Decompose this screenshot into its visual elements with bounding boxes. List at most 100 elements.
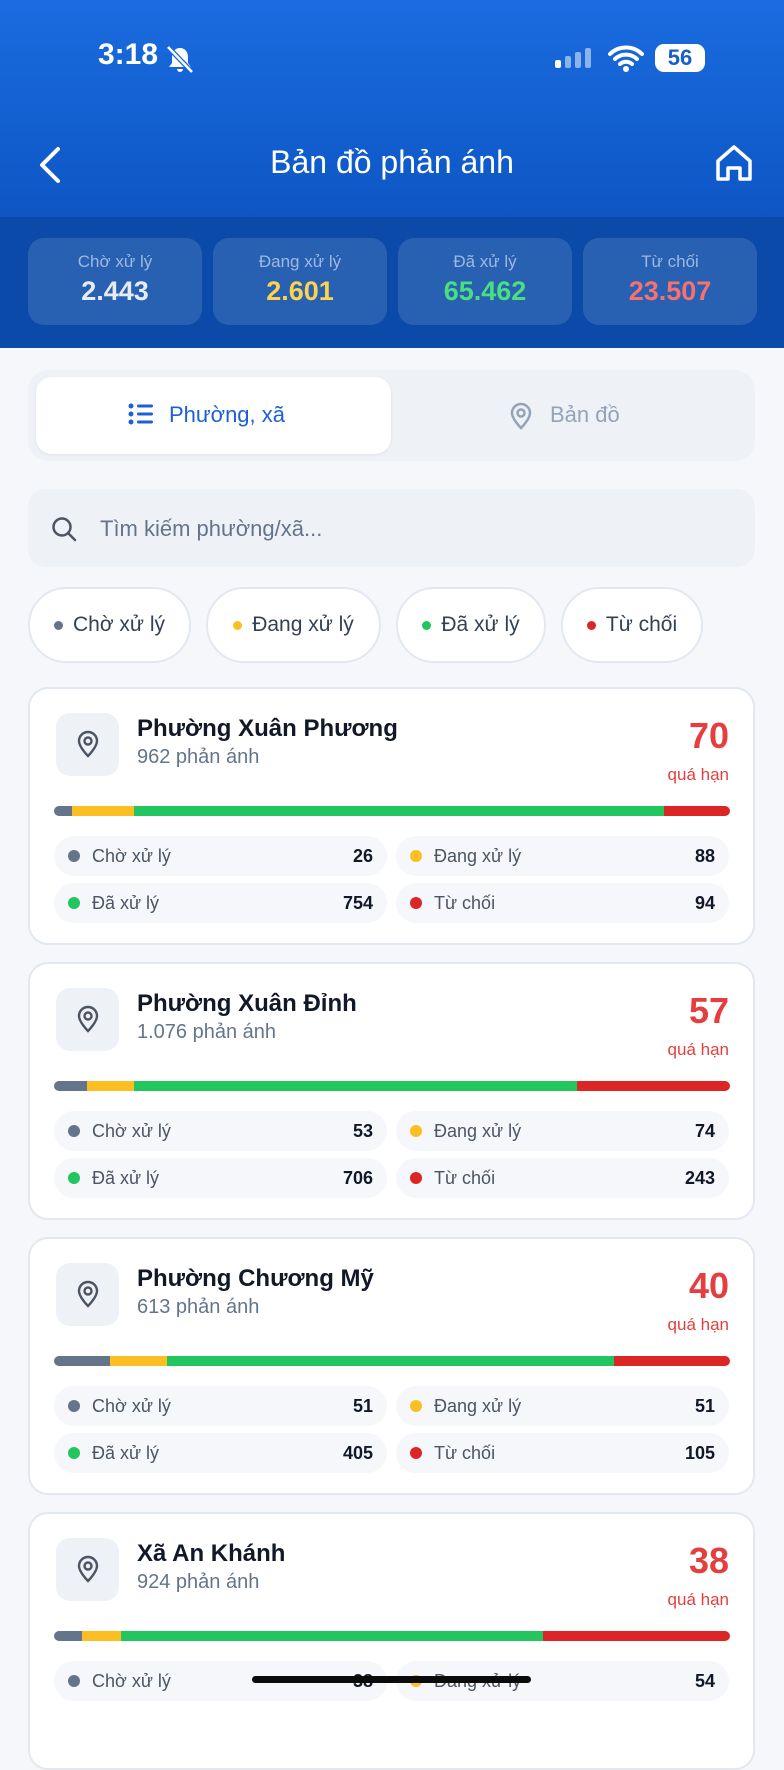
status-dot [68,1172,80,1184]
status-pill: Từ chối 243 [396,1158,729,1198]
status-count: 105 [684,1443,715,1463]
pin-icon [56,1538,119,1601]
filter-chip[interactable]: Đang xử lý [206,587,381,663]
status-count: 88 [694,846,715,866]
status-label: Chờ xử lý [92,1396,171,1416]
search-box[interactable] [28,489,755,567]
chip-label: Chờ xử lý [72,613,165,636]
stat-value: 2.443 [81,276,149,306]
status-count: 94 [694,893,715,913]
status-bar [54,1631,730,1641]
filter-chip[interactable]: Đã xử lý [396,587,546,663]
status-count: 26 [352,846,373,866]
bar-segment [134,806,664,816]
status-dot [68,897,80,909]
status-count: 51 [352,1396,373,1416]
ward-name: Xã An Khánh [137,1540,286,1567]
stat-value: 65.462 [443,276,527,306]
ward-card[interactable]: Phường Chương Mỹ 613 phản ánh 40 quá hạn Chờ… [28,1237,755,1495]
status-label: Từ chối [434,893,496,913]
stat-card: Từ chối 23.507 [583,238,757,325]
bar-segment [166,1356,614,1366]
stat-label: Chờ xử lý [77,252,153,271]
pin-icon [56,1263,119,1326]
bar-segment [87,1081,134,1091]
status-bar [54,1081,730,1091]
status-dot [410,1400,422,1412]
stat-card: Đang xử lý 2.601 [213,238,387,325]
overdue-count: 38 [688,1540,729,1581]
status-pill: Đang xử lý 74 [396,1111,729,1151]
ward-reports: 924 phản ánh [137,1571,260,1593]
status-pill: Đã xử lý 405 [54,1433,387,1473]
stat-label: Đang xử lý [258,252,342,271]
wifi-icon [608,45,644,72]
home-button[interactable] [714,143,754,183]
tab-active[interactable] [36,377,391,454]
status-dot [53,620,63,630]
overdue-count: 70 [688,715,729,756]
pin-icon [56,988,119,1051]
bar-segment [54,1356,111,1366]
status-label: Đã xử lý [92,893,160,913]
status-pill: Từ chối 105 [396,1433,729,1473]
page-title: Bản đồ phản ánh [270,144,514,180]
ward-card[interactable]: Phường Xuân Đỉnh 1.076 phản ánh 57 quá hạn C… [28,962,755,1220]
search-icon [52,517,77,542]
status-count: 243 [684,1168,715,1188]
status-time: 3:18 [98,38,159,71]
tab-label[interactable]: Phường, xã [169,402,285,427]
bar-segment [542,1631,730,1641]
overdue-label: quá hạn [667,1040,729,1059]
pin [77,1005,99,1033]
status-label: Chờ xử lý [92,1121,171,1141]
back-button[interactable] [36,145,64,185]
status-label: Đã xử lý [92,1443,160,1463]
status-pill: Chờ xử lý 51 [54,1386,387,1426]
tab-label[interactable]: Bản đồ [550,402,620,427]
chip-label: Đã xử lý [441,613,520,636]
status-dot [422,620,432,630]
status-bar [54,806,730,816]
status-dot [410,850,422,862]
status-pill: Đã xử lý 754 [54,883,387,923]
status-label: Đã xử lý [92,1168,160,1188]
status-count: 74 [694,1121,715,1141]
status-count: 51 [694,1396,715,1416]
stat-label: Đã xử lý [453,252,517,271]
bar-segment [72,806,135,816]
filter-chip[interactable]: Từ chối [561,587,703,663]
status-label: Từ chối [434,1168,496,1188]
status-label: Đang xử lý [434,1396,522,1416]
overdue-label: quá hạn [667,1590,729,1609]
status-count: 53 [352,1121,373,1141]
status-dot [410,1125,422,1137]
status-dot [68,1400,80,1412]
chip-label: Từ chối [605,613,678,636]
pin [77,1555,99,1583]
ward-name: Phường Chương Mỹ [137,1265,374,1292]
ward-reports: 1.076 phản ánh [137,1021,277,1043]
status-pill: Chờ xử lý 53 [54,1111,387,1151]
status-dot [410,897,422,909]
ward-card[interactable]: Phường Xuân Phương 962 phản ánh 70 quá hạn C… [28,687,755,945]
ward-card[interactable]: Xã An Khánh 924 phản ánh 38 quá hạn Chờ xử l… [28,1512,755,1770]
list-icon [128,403,153,425]
overdue-count: 40 [688,1265,729,1306]
mute-icon [166,45,194,74]
stat-label: Từ chối [641,252,699,271]
status-pill: Chờ xử lý 26 [54,836,387,876]
stat-value: 23.507 [628,276,712,306]
bar-segment [133,1081,578,1091]
bar-segment [121,1631,543,1641]
status-pill: Đang xử lý 88 [396,836,729,876]
ward-reports: 962 phản ánh [137,746,260,768]
chip-label: Đang xử lý [252,613,354,636]
bar-segment [577,1081,730,1091]
status-dot [68,1125,80,1137]
status-label: Đang xử lý [434,846,522,866]
status-count: 706 [342,1168,373,1188]
ward-name: Phường Xuân Phương [137,715,398,742]
signal-icon [555,48,591,68]
filter-chip[interactable]: Chờ xử lý [28,587,191,663]
